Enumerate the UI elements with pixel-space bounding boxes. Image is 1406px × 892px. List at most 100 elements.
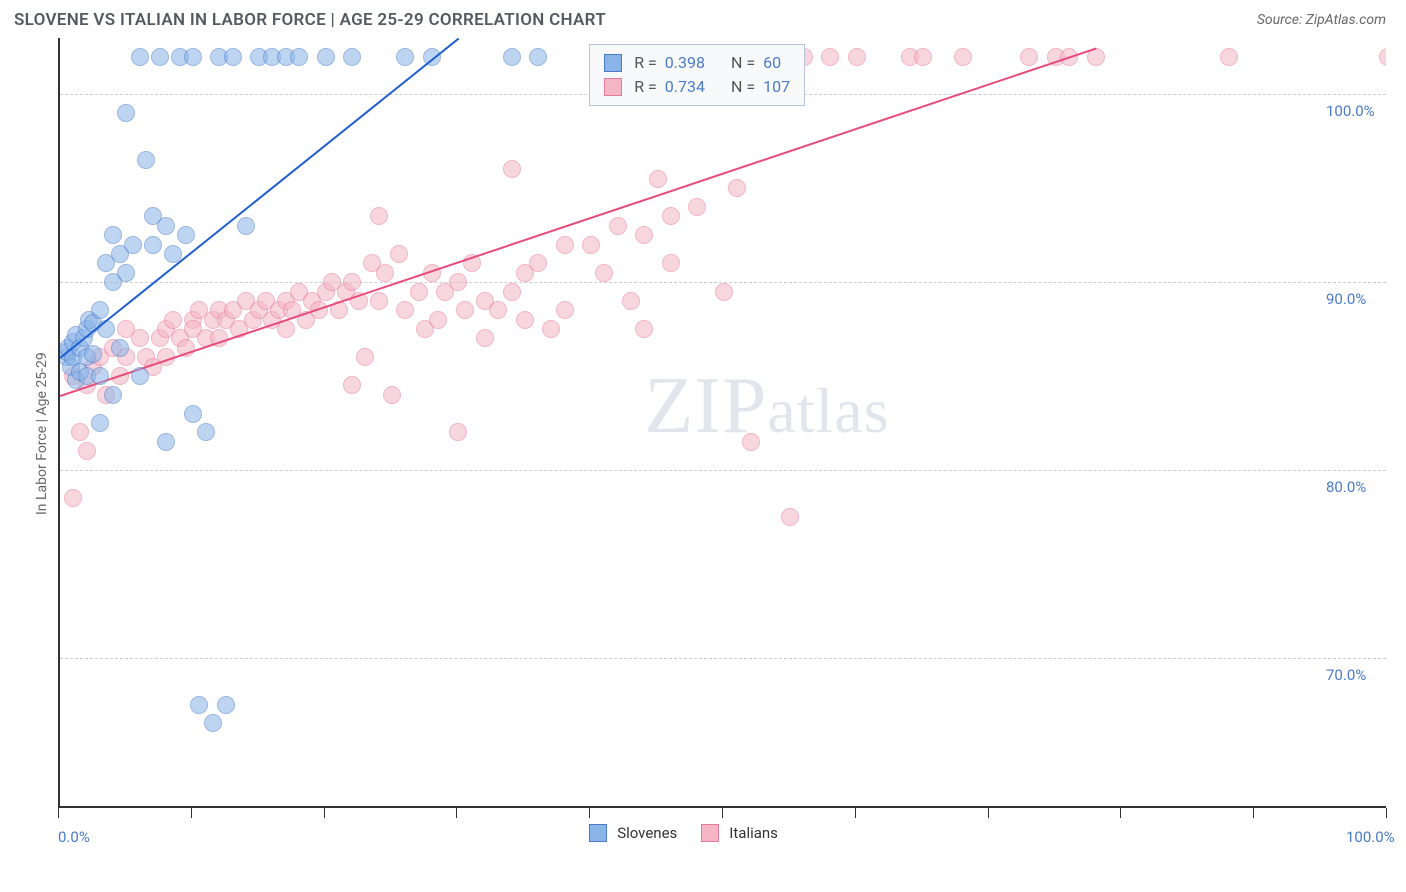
scatter-point	[456, 301, 474, 319]
scatter-point	[529, 48, 547, 66]
scatter-point	[343, 48, 361, 66]
scatter-point	[396, 301, 414, 319]
scatter-point	[662, 254, 680, 272]
scatter-point	[117, 104, 135, 122]
x-tick-mark	[1386, 808, 1387, 818]
scatter-point	[131, 48, 149, 66]
swatch-italians	[604, 78, 622, 96]
scatter-point	[343, 273, 361, 291]
source-attribution: Source: ZipAtlas.com	[1257, 12, 1386, 28]
scatter-point	[370, 207, 388, 225]
scatter-point	[848, 48, 866, 66]
legend-label-italians: Italians	[729, 824, 778, 842]
y-axis-label: In Labor Force | Age 25-29	[34, 353, 50, 516]
scatter-point	[144, 236, 162, 254]
scatter-point	[71, 423, 89, 441]
scatter-point	[622, 292, 640, 310]
scatter-point	[503, 48, 521, 66]
scatter-point	[104, 386, 122, 404]
scatter-point	[609, 217, 627, 235]
watermark-small: atlas	[767, 375, 889, 446]
r-value-italians: 0.734	[665, 75, 705, 99]
x-tick-label: 100.0%	[1346, 828, 1395, 846]
plot-area: ZIPatlas	[58, 38, 1386, 808]
r-label: R =	[634, 75, 657, 99]
scatter-point	[1020, 48, 1038, 66]
scatter-point	[556, 301, 574, 319]
scatter-point	[190, 696, 208, 714]
y-tick-label: 70.0%	[1326, 666, 1366, 684]
scatter-point	[742, 433, 760, 451]
x-tick-label: 0.0%	[58, 828, 90, 846]
scatter-point	[383, 386, 401, 404]
scatter-point	[197, 423, 215, 441]
scatter-point	[91, 367, 109, 385]
scatter-point	[449, 423, 467, 441]
grid-line	[60, 658, 1386, 659]
legend-item-italians: Italians	[701, 824, 778, 842]
scatter-point	[356, 348, 374, 366]
scatter-point	[556, 236, 574, 254]
chart-header: SLOVENE VS ITALIAN IN LABOR FORCE | AGE …	[0, 0, 1406, 38]
scatter-point	[237, 217, 255, 235]
scatter-point	[662, 207, 680, 225]
scatter-point	[376, 264, 394, 282]
scatter-point	[914, 48, 932, 66]
scatter-point	[396, 48, 414, 66]
scatter-point	[529, 254, 547, 272]
n-label: N =	[731, 51, 755, 75]
y-tick-label: 90.0%	[1326, 290, 1366, 308]
n-value-italians: 107	[763, 75, 790, 99]
scatter-point	[104, 226, 122, 244]
scatter-point	[821, 48, 839, 66]
scatter-point	[124, 236, 142, 254]
chart-title: SLOVENE VS ITALIAN IN LABOR FORCE | AGE …	[14, 10, 606, 30]
stat-row-slovenes: R = 0.398 N = 60	[604, 51, 790, 75]
scatter-point	[449, 273, 467, 291]
scatter-point	[582, 236, 600, 254]
trend-line	[60, 47, 1096, 396]
scatter-point	[217, 696, 235, 714]
x-tick-mark	[456, 808, 457, 818]
x-tick-mark	[855, 808, 856, 818]
x-tick-mark	[1253, 808, 1254, 818]
x-tick-mark	[722, 808, 723, 818]
scatter-point	[317, 48, 335, 66]
stat-row-italians: R = 0.734 N = 107	[604, 75, 790, 99]
correlation-stats-box: R = 0.398 N = 60 R = 0.734 N = 107	[589, 44, 805, 106]
scatter-point	[177, 226, 195, 244]
scatter-point	[489, 301, 507, 319]
scatter-point	[91, 414, 109, 432]
r-label: R =	[634, 51, 657, 75]
x-tick-mark	[324, 808, 325, 818]
scatter-point	[635, 226, 653, 244]
scatter-point	[131, 329, 149, 347]
scatter-point	[184, 405, 202, 423]
scatter-point	[91, 301, 109, 319]
scatter-point	[781, 508, 799, 526]
scatter-point	[151, 48, 169, 66]
scatter-point	[954, 48, 972, 66]
scatter-point	[516, 311, 534, 329]
scatter-point	[649, 170, 667, 188]
scatter-point	[157, 217, 175, 235]
x-tick-mark	[191, 808, 192, 818]
scatter-point	[429, 311, 447, 329]
scatter-point	[503, 283, 521, 301]
scatter-point	[78, 442, 96, 460]
scatter-point	[595, 264, 613, 282]
legend-label-slovenes: Slovenes	[617, 824, 677, 842]
scatter-point	[184, 48, 202, 66]
n-label: N =	[731, 75, 755, 99]
scatter-point	[688, 198, 706, 216]
scatter-point	[131, 367, 149, 385]
scatter-point	[1379, 48, 1386, 66]
scatter-point	[117, 264, 135, 282]
scatter-point	[728, 179, 746, 197]
x-tick-mark	[58, 808, 59, 818]
scatter-point	[715, 283, 733, 301]
scatter-point	[64, 489, 82, 507]
scatter-point	[343, 376, 361, 394]
scatter-point	[224, 48, 242, 66]
scatter-point	[111, 339, 129, 357]
